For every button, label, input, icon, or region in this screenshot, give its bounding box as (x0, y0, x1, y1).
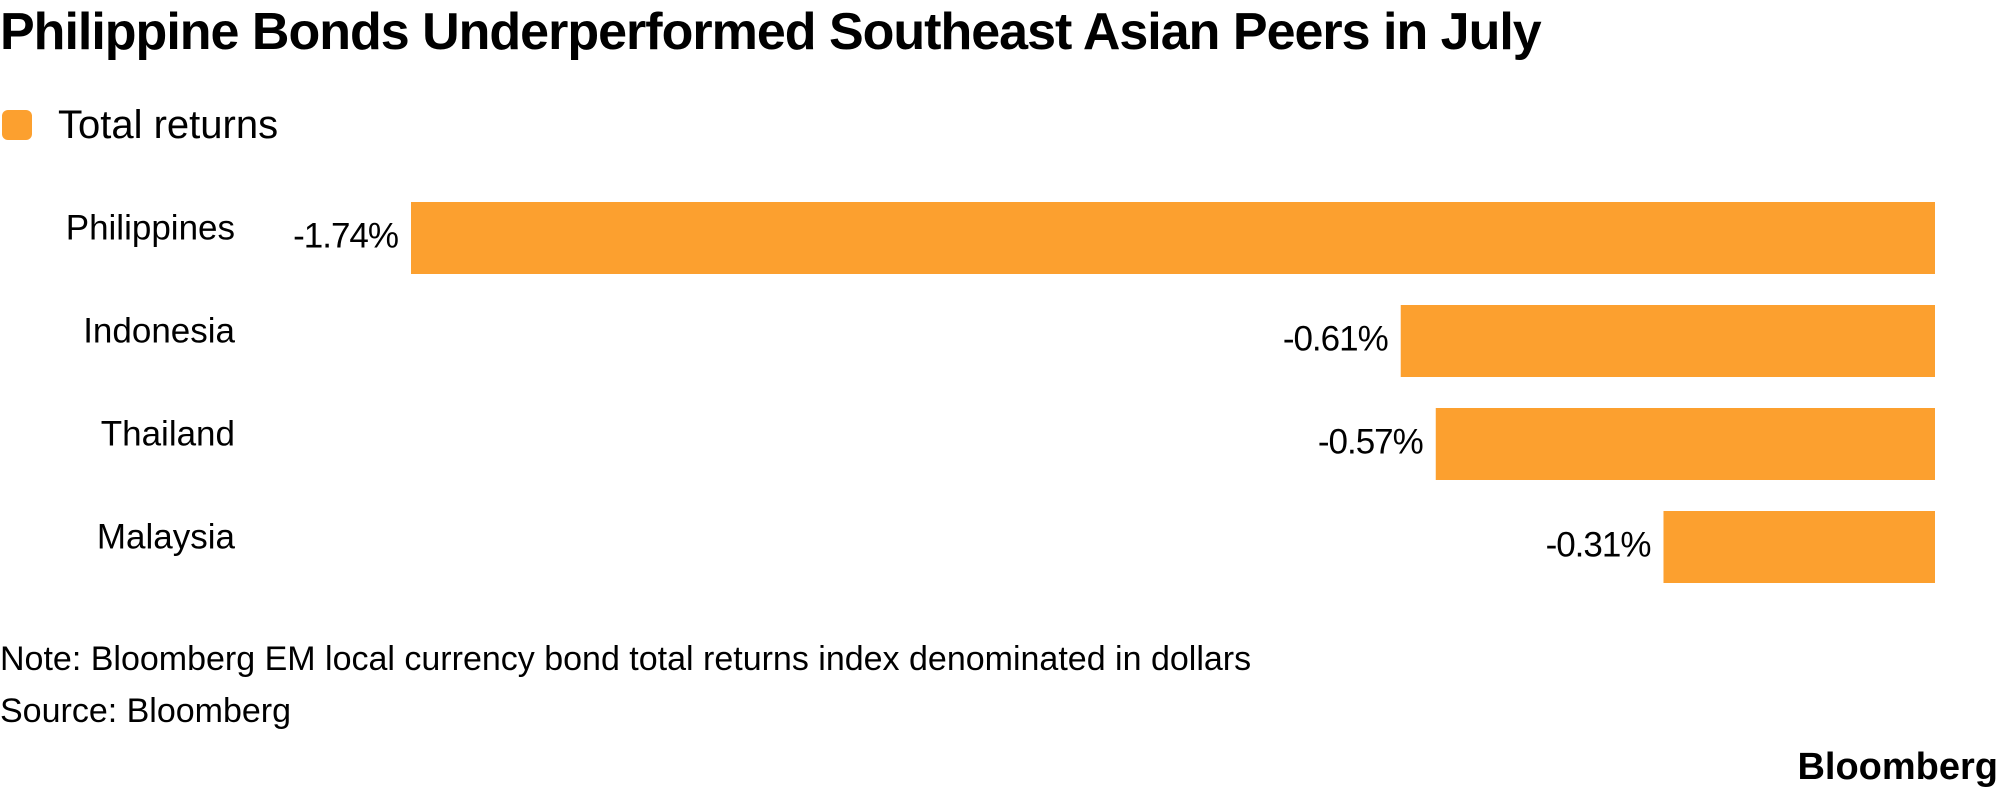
legend-label: Total returns (58, 102, 279, 147)
bar-chart: Philippines -1.74% Indonesia -0.61% Thailand… (66, 202, 1935, 583)
value-label: -1.74% (293, 216, 398, 255)
chart-note: Note: Bloomberg EM local currency bond t… (0, 640, 1252, 678)
bar-malaysia (1663, 511, 1935, 583)
category-label: Malaysia (97, 517, 236, 556)
bar-indonesia (1400, 305, 1935, 377)
bar-philippines (411, 202, 1935, 274)
legend-swatch (2, 110, 32, 140)
chart-title: Philippine Bonds Underperformed Southeas… (0, 3, 1542, 61)
bloomberg-logo: Bloomberg (1797, 746, 1998, 788)
category-label: Indonesia (83, 311, 235, 350)
value-label: -0.57% (1318, 422, 1423, 461)
legend: Total returns (2, 100, 278, 150)
category-label: Thailand (101, 414, 235, 453)
value-label: -0.61% (1283, 319, 1388, 358)
chart-source: Source: Bloomberg (0, 692, 292, 730)
value-label: -0.31% (1546, 525, 1651, 564)
category-label: Philippines (66, 208, 235, 247)
bar-thailand (1435, 408, 1935, 480)
